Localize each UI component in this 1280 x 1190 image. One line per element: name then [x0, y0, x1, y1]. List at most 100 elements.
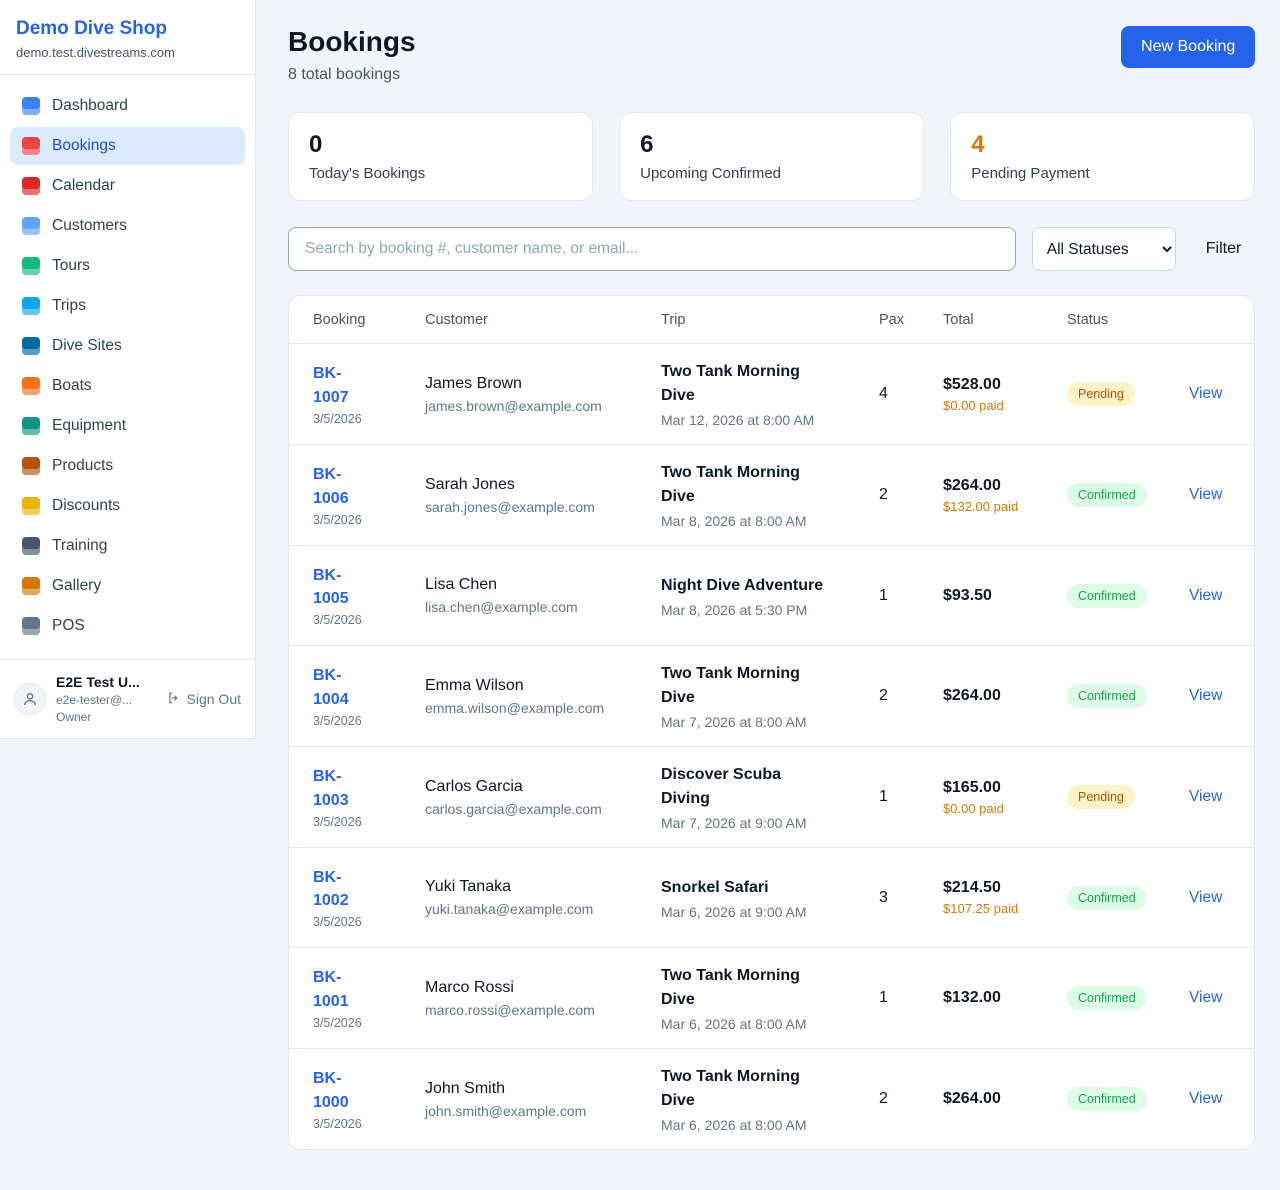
stat-label: Today's Bookings	[309, 165, 426, 182]
booking-id-link[interactable]: BK-1005	[313, 566, 349, 607]
sidebar-item-label: Training	[52, 537, 108, 554]
view-link[interactable]: View	[1189, 687, 1223, 704]
trip-cell: Discover Scuba Diving Mar 7, 2026 at 9:0…	[661, 747, 879, 847]
sidebar-item-equipment[interactable]: Equipment	[10, 407, 245, 445]
trip-cell: Snorkel Safari Mar 6, 2026 at 9:00 AM	[661, 860, 879, 936]
total-cell: $528.00 $0.00 paid	[943, 360, 1067, 429]
trip-cell: Two Tank Morning Dive Mar 12, 2026 at 8:…	[661, 344, 879, 444]
customer-cell: Emma Wilson emma.wilson@example.com	[425, 661, 661, 732]
paid-amount: $0.00 paid	[943, 397, 1004, 413]
filter-button[interactable]: Filter	[1192, 240, 1256, 258]
booking-date: 3/5/2026	[313, 814, 362, 829]
status-cell: Confirmed	[1067, 668, 1189, 724]
bookings-table: Booking Customer Trip Pax Total Status B…	[288, 295, 1256, 1150]
sidebar-item-label: Discounts	[52, 497, 121, 514]
table-row: BK-1001 3/5/2026 Marco Rossi marco.rossi…	[289, 948, 1255, 1049]
booking-id-link[interactable]: BK-1002	[313, 868, 349, 909]
trip-datetime: Mar 6, 2026 at 9:00 AM	[661, 903, 807, 920]
booking-id-link[interactable]: BK-1000	[313, 1070, 349, 1111]
customer-email: sarah.jones@example.com	[425, 498, 595, 515]
booking-date: 3/5/2026	[313, 613, 362, 628]
table-row: BK-1002 3/5/2026 Yuki Tanaka yuki.tanaka…	[289, 848, 1255, 948]
total-amount: $264.00	[943, 687, 1001, 704]
status-badge: Confirmed	[1067, 885, 1147, 910]
total-cell: $93.50	[943, 571, 1067, 621]
customer-email: james.brown@example.com	[425, 397, 602, 414]
sidebar-item-label: Products	[52, 457, 114, 474]
sidebar-item-gallery[interactable]: Gallery	[10, 567, 245, 605]
trip-name: Two Tank Morning Dive	[661, 363, 800, 404]
user-box: E2E Test U... e2e-tester@... Owner Sign …	[0, 659, 255, 738]
search-input[interactable]	[288, 227, 1016, 271]
dive-mask-icon	[22, 417, 40, 435]
shop-name: Demo Dive Shop	[16, 18, 167, 39]
pax-count: 2	[879, 486, 888, 503]
stat-label: Pending Payment	[971, 165, 1090, 182]
sidebar-item-dashboard[interactable]: Dashboard	[10, 87, 245, 125]
sidebar-item-calendar[interactable]: Calendar	[10, 167, 245, 205]
boat-icon	[22, 377, 40, 395]
view-cell: View	[1189, 973, 1230, 1023]
total-amount: $214.50	[943, 879, 1001, 896]
trip-name: Two Tank Morning Dive	[661, 1068, 800, 1109]
status-badge: Pending	[1067, 382, 1135, 406]
user-meta: E2E Test U... e2e-tester@... Owner	[56, 674, 157, 724]
total-amount: $264.00	[943, 476, 1001, 494]
view-link[interactable]: View	[1189, 989, 1223, 1006]
sidebar-item-boats[interactable]: Boats	[10, 367, 245, 405]
view-link[interactable]: View	[1189, 888, 1223, 906]
status-badge: Confirmed	[1067, 583, 1147, 608]
customer-cell: Yuki Tanaka yuki.tanaka@example.com	[425, 862, 661, 933]
customer-email: carlos.garcia@example.com	[425, 800, 602, 817]
new-booking-button[interactable]: New Booking	[1121, 26, 1256, 68]
view-link[interactable]: View	[1189, 1090, 1223, 1107]
table-header-row: Booking Customer Trip Pax Total Status	[289, 296, 1255, 344]
sidebar-item-label: POS	[52, 617, 85, 634]
status-cell: Confirmed	[1067, 568, 1189, 624]
table-row: BK-1007 3/5/2026 James Brown james.brown…	[289, 344, 1255, 445]
pax-count: 4	[879, 385, 888, 402]
pax-count: 2	[879, 687, 888, 704]
sidebar-item-customers[interactable]: Customers	[10, 207, 245, 245]
sidebar-item-discounts[interactable]: Discounts	[10, 487, 245, 525]
booking-id-link[interactable]: BK-1004	[313, 667, 349, 708]
view-cell: View	[1189, 873, 1230, 923]
view-link[interactable]: View	[1189, 788, 1223, 805]
sidebar-item-pos[interactable]: POS	[10, 607, 245, 645]
trip-cell: Two Tank Morning Dive Mar 6, 2026 at 8:0…	[661, 1049, 879, 1149]
view-link[interactable]: View	[1189, 385, 1223, 402]
sidebar-item-dive-sites[interactable]: Dive Sites	[10, 327, 245, 365]
table-row: BK-1003 3/5/2026 Carlos Garcia carlos.ga…	[289, 747, 1255, 848]
column-header-pax: Pax	[879, 311, 904, 328]
booking-cell: BK-1007 3/5/2026	[313, 346, 425, 441]
sidebar-item-products[interactable]: Products	[10, 447, 245, 485]
view-link[interactable]: View	[1189, 486, 1223, 503]
booking-cell: BK-1001 3/5/2026	[313, 950, 425, 1045]
stat-value: 6	[640, 131, 654, 158]
sign-out-button[interactable]: Sign Out	[167, 691, 241, 708]
sidebar-item-label: Boats	[52, 377, 92, 394]
pax-count: 3	[879, 888, 888, 906]
sidebar-item-label: Dashboard	[52, 97, 128, 114]
customer-name: John Smith	[425, 1079, 506, 1097]
column-header-status: Status	[1067, 311, 1109, 328]
total-amount: $132.00	[943, 989, 1001, 1006]
sidebar-item-bookings[interactable]: Bookings	[10, 127, 245, 165]
users-icon	[22, 217, 40, 235]
booking-id-link[interactable]: BK-1001	[313, 969, 349, 1010]
total-cell: $264.00	[943, 1074, 1067, 1124]
booking-id-link[interactable]: BK-1006	[313, 466, 349, 507]
total-cell: $264.00	[943, 671, 1067, 721]
status-filter-select[interactable]: All Statuses	[1031, 227, 1176, 271]
status-cell: Pending	[1067, 769, 1189, 825]
booking-id-link[interactable]: BK-1007	[313, 365, 349, 406]
status-badge: Pending	[1067, 785, 1135, 809]
booking-id-link[interactable]: BK-1003	[313, 768, 349, 809]
view-link[interactable]: View	[1189, 586, 1223, 604]
sidebar-item-tours[interactable]: Tours	[10, 247, 245, 285]
trip-datetime: Mar 8, 2026 at 8:00 AM	[661, 513, 807, 529]
booking-cell: BK-1005 3/5/2026	[313, 548, 425, 643]
sidebar-item-training[interactable]: Training	[10, 527, 245, 565]
sidebar: Demo Dive Shop demo.test.divestreams.com…	[0, 0, 256, 739]
sidebar-item-trips[interactable]: Trips	[10, 287, 245, 325]
